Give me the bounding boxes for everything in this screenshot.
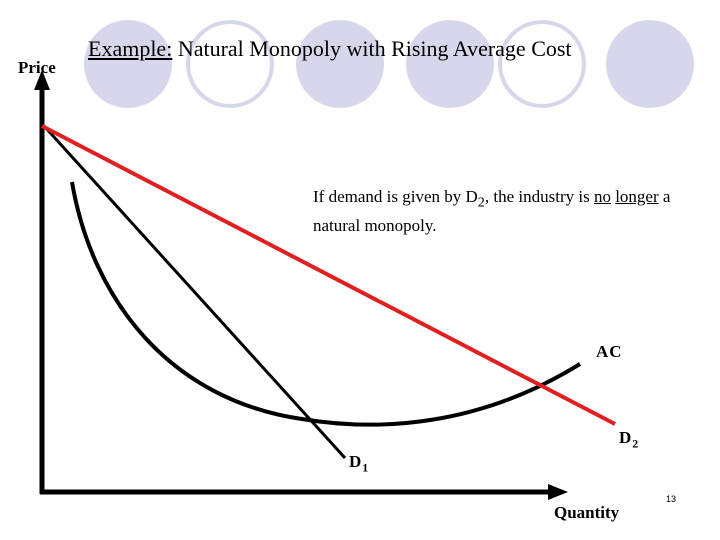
note-underlined-2: longer <box>615 187 659 206</box>
page-number: 13 <box>666 494 677 504</box>
x-axis-arrow-icon <box>548 484 568 500</box>
note-text-2: , the industry is <box>484 187 594 206</box>
note-underlined-1: no <box>593 187 611 206</box>
d2-label: D2 <box>619 428 639 451</box>
title-text: Natural Monopoly with Rising Average Cos… <box>172 36 572 61</box>
d2-label-letter: D <box>619 428 633 447</box>
note-text-1: If demand is given by D <box>313 187 478 206</box>
d2-curve <box>41 124 616 426</box>
deco-circle-5 <box>498 20 586 108</box>
title-example-label: Example: <box>88 36 173 61</box>
y-axis-label: Price <box>18 58 56 77</box>
note-text-3: a natural monopoly. <box>313 187 671 236</box>
d1-label-letter: D <box>349 452 363 471</box>
ac-label: AC <box>596 342 623 361</box>
y-axis-arrow-icon <box>34 70 50 90</box>
x-axis-label: Quantity <box>554 503 620 522</box>
slide-title: Example: Natural Monopoly with Rising Av… <box>88 36 572 62</box>
d1-label: D1 <box>349 452 369 475</box>
deco-circle-1 <box>84 20 172 108</box>
d1-label-subscript: 1 <box>362 460 370 475</box>
annotation-note: If demand is given by D2, the industry i… <box>313 185 673 238</box>
deco-circle-2 <box>186 20 274 108</box>
deco-circle-3 <box>296 20 384 108</box>
note-subscript: 2 <box>477 194 485 211</box>
d1-curve <box>42 124 347 460</box>
deco-circle-6 <box>606 20 694 108</box>
ac-curve <box>70 181 582 427</box>
d2-label-subscript: 2 <box>632 436 640 451</box>
deco-circle-4 <box>406 20 494 108</box>
